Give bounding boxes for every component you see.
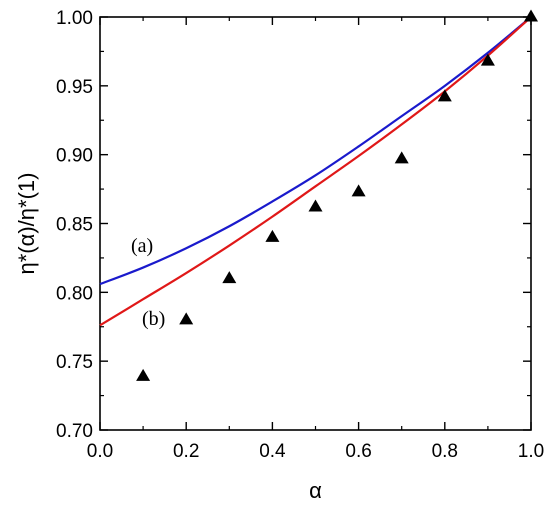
data-point-triangle (179, 312, 194, 325)
data-point-triangle (136, 368, 151, 381)
plot-frame (99, 16, 532, 431)
x-tick-label: 0.4 (259, 441, 286, 462)
x-tick-label: 0.0 (87, 441, 113, 462)
y-tick-label: 0.95 (56, 77, 93, 98)
x-axis-title: α (309, 478, 322, 503)
ticks-group: 0.0 0.2 0.4 0.6 0.8 1.0 0.70 0.75 0.80 0.85 0.90 0.… (56, 8, 544, 462)
series-group (99, 16, 532, 327)
x-tick-label: 0.2 (173, 441, 199, 462)
data-point-triangle (265, 229, 280, 242)
series-a-line (99, 16, 532, 286)
y-tick-label: 1.00 (56, 8, 93, 29)
series-b-line (99, 16, 532, 327)
curve-b-label: (b) (142, 308, 165, 330)
data-point-triangle (222, 271, 237, 284)
x-tick-label: 0.8 (432, 441, 458, 462)
data-point-triangle (480, 53, 495, 66)
y-tick-label: 0.70 (56, 421, 93, 442)
curve-a-label: (a) (131, 235, 153, 257)
data-point-triangle (394, 151, 409, 164)
y-tick-label: 0.85 (56, 215, 93, 236)
y-axis-title: η*(α)/η*(1) (14, 173, 39, 275)
y-tick-label: 0.75 (56, 352, 93, 373)
data-point-triangle (351, 184, 366, 197)
labels-group: (a) (b) α η*(α)/η*(1) (14, 173, 322, 503)
plot-frame-group (99, 16, 532, 431)
y-tick-label: 0.80 (56, 283, 93, 304)
markers-group (136, 9, 538, 381)
data-point-triangle (437, 89, 452, 102)
x-tick-label: 0.6 (345, 441, 371, 462)
x-tick-label: 1.0 (518, 441, 544, 462)
data-point-triangle (308, 199, 323, 212)
data-point-triangle (524, 9, 538, 22)
y-tick-label: 0.90 (56, 146, 93, 167)
